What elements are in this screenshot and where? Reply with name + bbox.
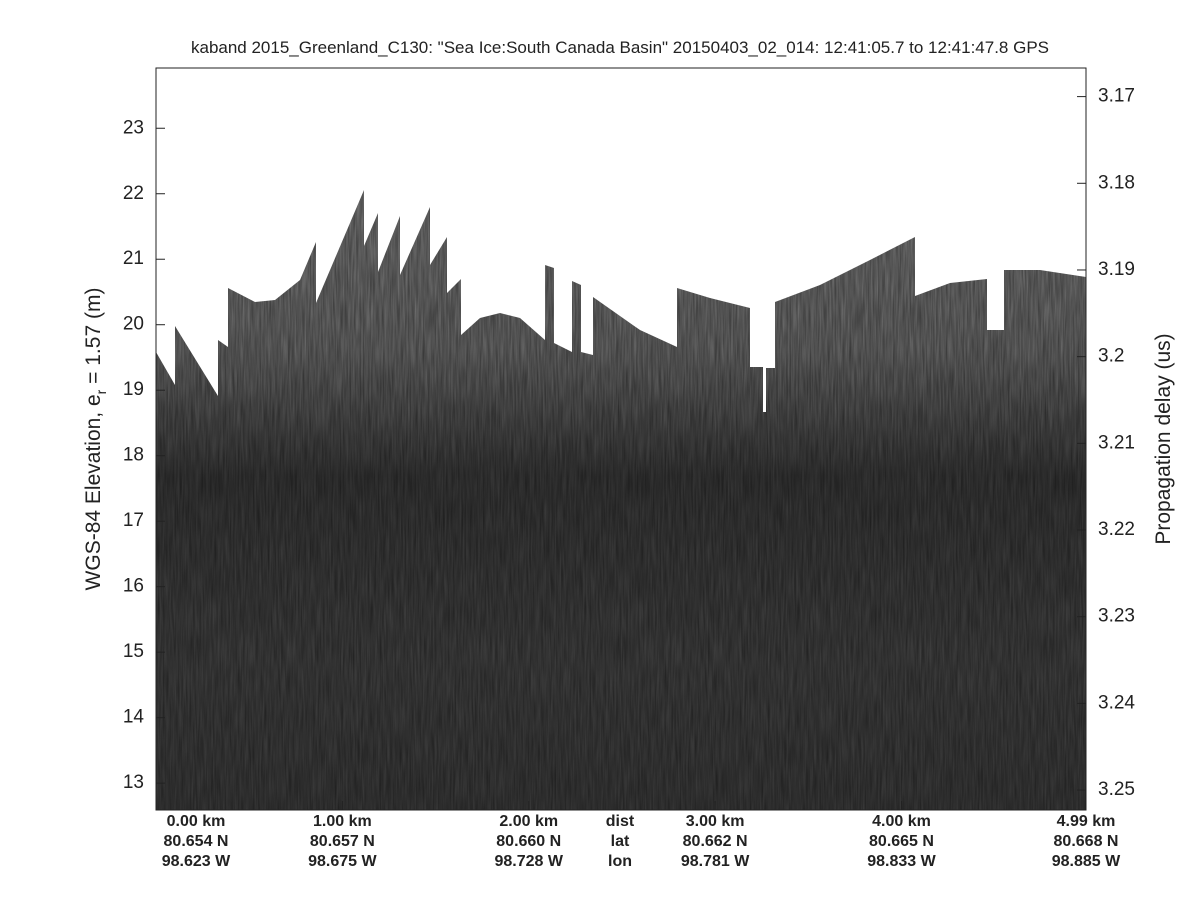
surface-mask: [156, 68, 1086, 412]
y2-tick-label: 3.17: [1098, 86, 1135, 107]
chart-title: kaband 2015_Greenland_C130: "Sea Ice:Sou…: [191, 38, 1049, 57]
y2-tick-label: 3.19: [1098, 259, 1135, 280]
y-tick-label: 21: [123, 248, 144, 269]
y2-tick-label: 3.18: [1098, 172, 1135, 193]
y-tick-label: 14: [123, 707, 145, 728]
y-tick-label: 18: [123, 445, 144, 466]
y2-tick-label: 3.25: [1098, 779, 1135, 800]
x-row-label: lon: [608, 853, 632, 870]
y-tick-label: 20: [123, 314, 144, 335]
x-tick-label: 3.00 km: [686, 813, 745, 830]
lat-label: 80.668 N: [1054, 833, 1119, 850]
lat-label: 80.657 N: [310, 833, 375, 850]
lon-label: 98.675 W: [308, 853, 377, 870]
y-tick-label: 15: [123, 641, 144, 662]
y-tick-label: 17: [123, 510, 144, 531]
y2-tick-label: 3.23: [1098, 606, 1135, 627]
lon-label: 98.623 W: [162, 853, 231, 870]
plot-frame: [155, 67, 1087, 811]
lat-label: 80.662 N: [683, 833, 748, 850]
lat-label: 80.654 N: [164, 833, 229, 850]
y-tick-label: 22: [123, 183, 144, 204]
y2-tick-label: 3.24: [1098, 692, 1135, 713]
x-tick-label: 4.99 km: [1057, 813, 1116, 830]
y2-tick-label: 3.2: [1098, 346, 1124, 367]
y2-tick-label: 3.21: [1098, 432, 1135, 453]
y-tick-label: 13: [123, 772, 144, 793]
y-tick-label: 16: [123, 576, 144, 597]
x-row-label: dist: [606, 813, 635, 830]
y-label-part: = 1.57 (m): [82, 288, 105, 390]
lon-label: 98.781 W: [681, 853, 750, 870]
y-label-sub: r: [93, 389, 109, 394]
y2-tick-label: 3.22: [1098, 519, 1135, 540]
x-row-label: lat: [611, 833, 630, 850]
lon-label: 98.728 W: [495, 853, 564, 870]
y-tick-label: 23: [123, 117, 144, 138]
lon-label: 98.833 W: [867, 853, 936, 870]
lat-label: 80.660 N: [496, 833, 561, 850]
x-tick-label: 1.00 km: [313, 813, 372, 830]
x-tick-label: 2.00 km: [499, 813, 558, 830]
y-axis-label: WGS-84 Elevation, er = 1.57 (m): [82, 288, 109, 591]
y-tick-label: 19: [123, 379, 144, 400]
y-label-part: WGS-84 Elevation, e: [82, 394, 105, 590]
x-tick-label: 4.00 km: [872, 813, 931, 830]
lon-label: 98.885 W: [1052, 853, 1121, 870]
x-tick-label: 0.00 km: [167, 813, 226, 830]
y2-axis-label: Propagation delay (us): [1152, 333, 1175, 544]
lat-label: 80.665 N: [869, 833, 934, 850]
